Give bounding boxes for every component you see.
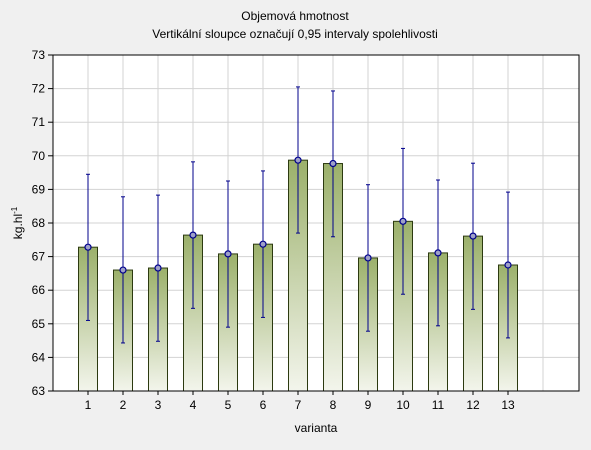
y-tick-label: 68: [32, 216, 46, 230]
y-tick-label: 64: [32, 350, 46, 364]
x-tick-label-11: 11: [432, 398, 445, 412]
y-tick-label: 72: [32, 82, 46, 96]
mean-point-3: [154, 264, 162, 272]
x-axis-label: varianta: [295, 421, 338, 435]
y-tick-label: 69: [32, 182, 46, 196]
x-tick-label-9: 9: [365, 398, 372, 412]
x-tick-label-2: 2: [120, 398, 127, 412]
x-tick-label-6: 6: [260, 398, 267, 412]
y-tick-label: 73: [32, 48, 46, 62]
mean-point-2: [119, 266, 127, 274]
y-ticks: 63 64 65 66 67 68 69 70 71 72 73: [32, 48, 53, 398]
mean-point-8: [329, 159, 337, 168]
x-tick-label-8: 8: [330, 398, 337, 412]
x-tick-label-10: 10: [396, 398, 410, 412]
mean-point-13: [504, 261, 512, 269]
plot-frame: [52, 54, 580, 392]
x-tick-label-3: 3: [155, 398, 162, 412]
y-tick-label: 67: [32, 250, 46, 264]
x-ticks: 1 2 3 4 5 6 7 8 9 10 11 12 13: [85, 391, 515, 412]
y-tick-label: 66: [32, 283, 46, 297]
mean-point-6: [259, 240, 267, 248]
mean-point-1: [84, 243, 92, 251]
mean-point-11: [434, 249, 442, 257]
x-tick-label-12: 12: [466, 398, 480, 412]
mean-point-5: [224, 250, 232, 258]
chart-title: Objemová hmotnost: [241, 9, 349, 23]
x-tick-label-7: 7: [295, 398, 302, 412]
chart-subtitle: Vertikální sloupce označují 0,95 interva…: [152, 27, 438, 41]
mean-point-7: [294, 156, 302, 164]
mean-point-10: [399, 217, 407, 225]
x-tick-label-13: 13: [501, 398, 515, 412]
error-bars: [84, 86, 512, 344]
x-tick-label-1: 1: [85, 398, 92, 412]
y-tick-label: 70: [32, 149, 46, 163]
mean-point-4: [189, 231, 197, 239]
mean-point-12: [469, 232, 477, 240]
x-tick-label-5: 5: [225, 398, 232, 412]
y-axis-label: kg.hl-1: [10, 206, 25, 239]
y-tick-label: 71: [32, 115, 46, 129]
mean-point-9: [364, 254, 372, 262]
y-axis-label-sup: -1: [10, 206, 19, 214]
x-tick-label-4: 4: [190, 398, 197, 412]
y-tick-label: 65: [32, 317, 46, 331]
y-axis-label-main: kg.hl: [11, 214, 25, 239]
y-tick-label: 63: [32, 384, 46, 398]
